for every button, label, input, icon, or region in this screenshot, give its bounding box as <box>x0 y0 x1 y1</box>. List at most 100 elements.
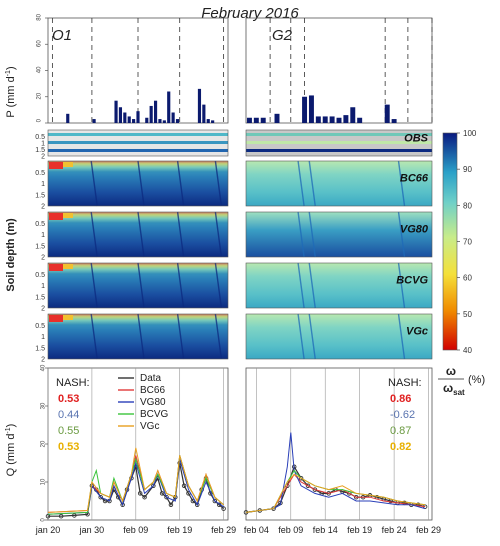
soil-depth-tick: 1.5 <box>35 192 45 199</box>
precip-y-axis: 0 20 40 60 80 <box>37 13 48 124</box>
soil-depth-tick: 0.5 <box>35 323 45 330</box>
soil-model-label: BCVG <box>396 274 428 286</box>
soil-obs-band <box>246 133 432 136</box>
q-series-vgc <box>47 447 224 513</box>
colorbar-denominator: ωsat <box>443 381 465 397</box>
soil-infiltration-streak <box>397 160 406 207</box>
precip-bar <box>158 119 162 123</box>
q-lines-o1: jan 20 jan 30 feb 09 feb 19 feb 29 0 10 20 30 40 <box>35 364 236 535</box>
soil-depth-tick: 2 <box>41 154 45 161</box>
soil-panel-vg80-o1: 0.5 1 1.5 2 <box>35 211 229 262</box>
q-frame-g2 <box>245 367 433 521</box>
soil-obs-band <box>48 133 228 136</box>
soil-frame <box>47 160 229 207</box>
soil-panel-vg80-g2: VG80 <box>245 211 433 258</box>
soil-hot-spot <box>63 315 73 320</box>
precip-bar <box>145 117 149 123</box>
soil-infiltration-streak <box>214 211 223 258</box>
soil-frame <box>47 262 229 309</box>
precip-bar <box>167 91 171 123</box>
figure-title: February 2016 <box>201 5 299 22</box>
soil-infiltration-streak <box>137 262 145 309</box>
soil-infiltration-streak <box>90 262 98 309</box>
precip-bar <box>343 115 349 123</box>
soil-frame <box>245 262 433 309</box>
soil-obs-band <box>246 141 432 144</box>
soil-depth-tick: 1 <box>41 141 45 148</box>
q-y-label-close: ) <box>5 424 17 428</box>
precip-bar <box>357 117 363 123</box>
precip-bar <box>329 116 335 123</box>
precip-y-tick-label: 80 <box>37 13 43 20</box>
precip-bar <box>315 116 321 123</box>
soil-infiltration-streak <box>90 211 98 258</box>
soil-panel-obs-o1: 0.511.52 <box>35 129 229 161</box>
colorbar-unit: (%) <box>468 374 485 386</box>
q-series-bc66 <box>245 473 426 513</box>
precip-bar <box>308 95 314 123</box>
precip-bar <box>211 120 215 123</box>
soil-obs-band <box>48 149 228 152</box>
soil-model-label: VGc <box>406 325 428 337</box>
colorbar-tick-label: 60 <box>463 274 472 283</box>
colorbar-ticks: 40 50 60 70 80 90 100 <box>457 129 477 355</box>
q-observation-point <box>298 475 304 481</box>
soil-model-label: BC66 <box>400 172 429 184</box>
precip-bars-o1 <box>51 18 225 123</box>
q-y-tick-label: 40 <box>41 364 47 371</box>
soil-infiltration-streak <box>137 313 145 360</box>
soil-frame <box>245 211 433 258</box>
q-series-vgc <box>245 473 426 513</box>
q-lines-g2: feb 04 feb 09 feb 14 feb 19 feb 24 feb 29 <box>243 368 441 535</box>
q-x-tick-label: jan 30 <box>79 525 105 535</box>
precip-bar <box>206 119 210 123</box>
colorbar-tick-label: 50 <box>463 310 472 319</box>
soil-depth-tick: 1 <box>41 232 45 239</box>
soil-panel-bcvg-g2: BCVG <box>245 262 433 309</box>
soil-infiltration-streak <box>176 211 185 258</box>
precip-y-label-main: P (mm d <box>5 76 17 117</box>
soil-infiltration-streak <box>397 211 406 258</box>
soil-frame <box>245 160 433 207</box>
q-observation-point <box>159 491 165 496</box>
precip-bar <box>274 113 280 123</box>
soil-hot-spot <box>49 213 63 220</box>
soil-top-layer <box>48 314 228 326</box>
q-y-tick-label: 20 <box>41 440 47 447</box>
soil-hot-spot <box>63 213 73 218</box>
q-observation-point <box>58 513 64 519</box>
q-y-tick-label: 10 <box>41 478 47 485</box>
q-observation-point <box>181 483 187 489</box>
soil-hot-spot <box>49 264 63 271</box>
q-observation-point <box>151 483 156 489</box>
soil-obs-band <box>246 149 432 152</box>
precip-bar <box>336 117 342 123</box>
precip-panel-g2 <box>245 17 433 124</box>
soil-infiltration-streak <box>90 160 98 207</box>
q-x-tick-label: feb 04 <box>244 525 269 535</box>
soil-frame <box>245 129 433 157</box>
soil-frame <box>245 313 433 360</box>
soil-panel-bcvg-o1: 0.5 1 1.5 2 <box>35 262 229 313</box>
q-panel-o1: jan 20 jan 30 feb 09 feb 19 feb 29 0 10 20 30 40 <box>35 364 236 535</box>
q-observation-point <box>107 498 112 504</box>
precip-bar <box>132 119 136 123</box>
precip-bar <box>153 100 158 123</box>
precip-y-tick-label: 40 <box>37 66 43 73</box>
precip-bar <box>127 116 131 123</box>
soil-infiltration-streak <box>176 262 185 309</box>
q-panel-g2: feb 04 feb 09 feb 14 feb 19 feb 24 feb 29 <box>243 367 441 535</box>
precip-y-tick-label: 60 <box>37 40 43 47</box>
q-observation-point <box>164 494 169 500</box>
precip-bar <box>202 104 206 123</box>
soil-hot-spot <box>49 162 63 169</box>
soil-infiltration-streak <box>214 313 223 360</box>
precip-bar <box>322 116 328 123</box>
q-observation-point <box>45 513 51 519</box>
nash-bc66-g2: 0.86 <box>390 393 411 405</box>
soil-frame <box>47 313 229 360</box>
soil-frame <box>47 211 229 258</box>
precip-bar <box>123 112 127 123</box>
nash-bcvg-o1: 0.55 <box>58 425 79 437</box>
